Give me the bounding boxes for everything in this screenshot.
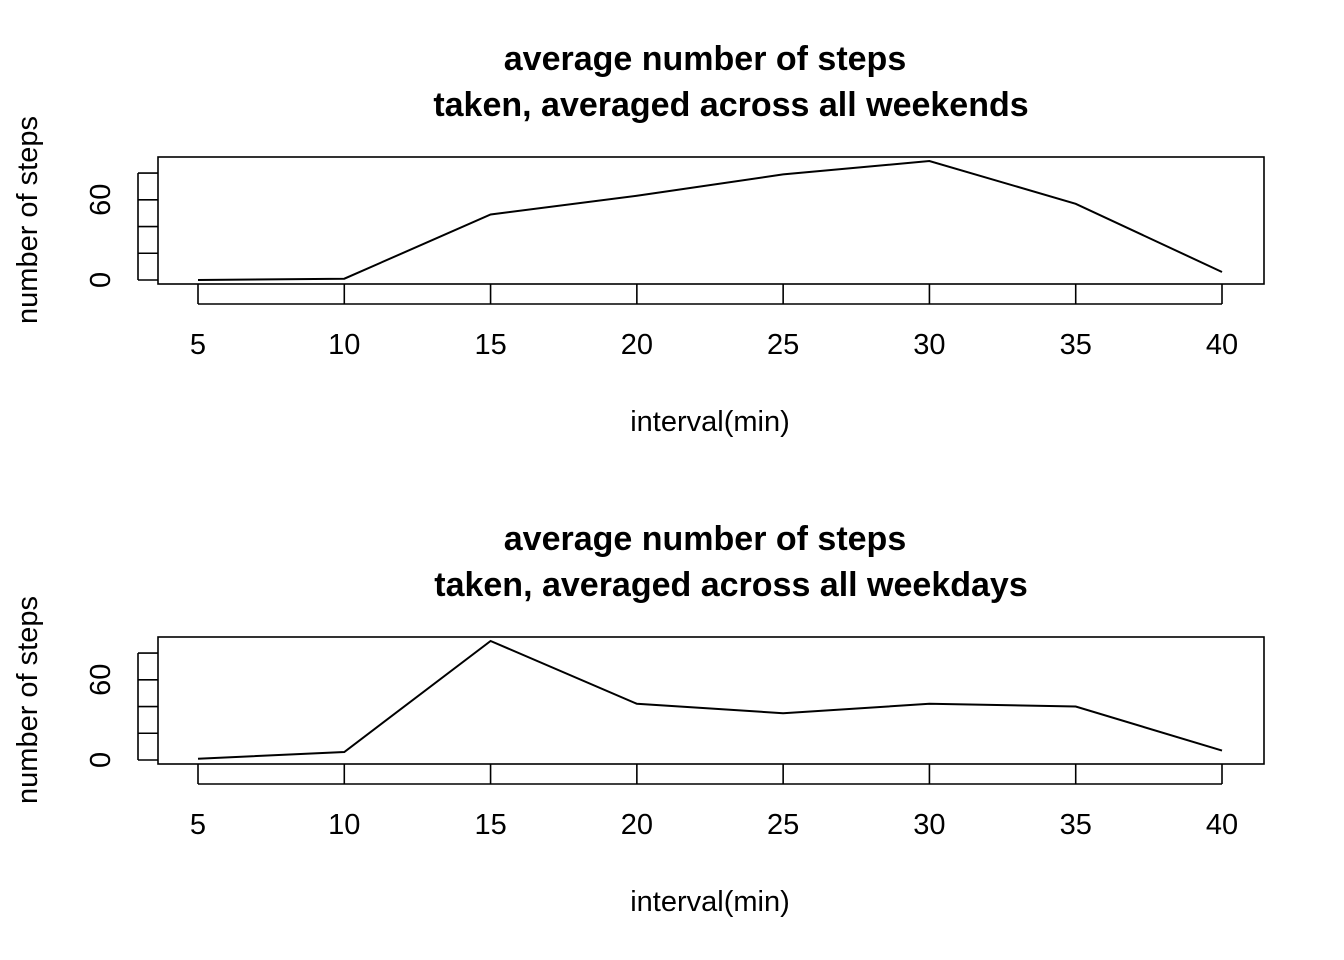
chart-title-line-1: average number of steps (504, 520, 906, 558)
weekday-chart-panel: average number of steps taken, averaged … (12, 520, 1265, 918)
series-line (197, 159, 1223, 281)
y-axis-label: number of steps (12, 116, 44, 324)
x-tick-label: 25 (767, 329, 799, 361)
x-axis-label: interval(min) (630, 406, 790, 438)
x-tick-label: 20 (621, 329, 653, 361)
y-tick-label: 0 (85, 272, 117, 288)
x-tick-label: 15 (474, 809, 506, 841)
y-tick-label: 60 (85, 184, 117, 216)
y-axis: 0 60 (85, 652, 158, 768)
chart-title-line-2: taken, averaged across all weekends (433, 86, 1028, 124)
x-tick-label: 5 (190, 329, 206, 361)
x-tick-label: 20 (621, 809, 653, 841)
x-tick-label: 35 (1060, 329, 1092, 361)
x-axis: 5 10 15 20 25 30 35 40 (190, 764, 1238, 841)
plot-frame (157, 156, 1265, 285)
y-tick-label: 60 (85, 664, 117, 696)
x-tick-label: 10 (328, 809, 360, 841)
y-axis: 0 60 (85, 172, 158, 288)
x-tick-label: 10 (328, 329, 360, 361)
x-axis: 5 10 15 20 25 30 35 40 (190, 284, 1238, 361)
series-line (197, 639, 1223, 760)
x-tick-label: 35 (1060, 809, 1092, 841)
y-axis-label: number of steps (12, 596, 44, 804)
x-tick-label: 40 (1206, 809, 1238, 841)
plot-frame (157, 636, 1265, 765)
chart-title-line-1: average number of steps (504, 40, 906, 78)
chart-title-line-2: taken, averaged across all weekdays (434, 566, 1027, 604)
y-tick-label: 0 (85, 752, 117, 768)
x-tick-label: 5 (190, 809, 206, 841)
x-tick-label: 30 (913, 809, 945, 841)
x-tick-label: 15 (474, 329, 506, 361)
x-axis-label: interval(min) (630, 886, 790, 918)
x-tick-label: 40 (1206, 329, 1238, 361)
weekend-chart-panel: average number of steps taken, averaged … (12, 40, 1265, 438)
x-tick-label: 30 (913, 329, 945, 361)
x-tick-label: 25 (767, 809, 799, 841)
